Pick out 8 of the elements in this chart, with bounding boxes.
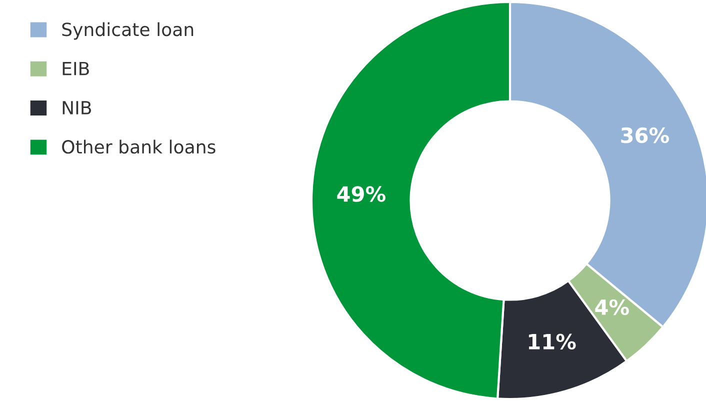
legend-label: NIB bbox=[62, 101, 92, 114]
data-label: 11% bbox=[528, 334, 576, 350]
data-label: 36% bbox=[621, 127, 669, 144]
legend-label: Syndicate loan bbox=[62, 22, 194, 40]
data-label: 49% bbox=[337, 186, 386, 202]
legend-label: EIB bbox=[62, 62, 89, 76]
legend-label: Other bank loans bbox=[62, 140, 216, 154]
data-label: 4% bbox=[595, 299, 629, 316]
